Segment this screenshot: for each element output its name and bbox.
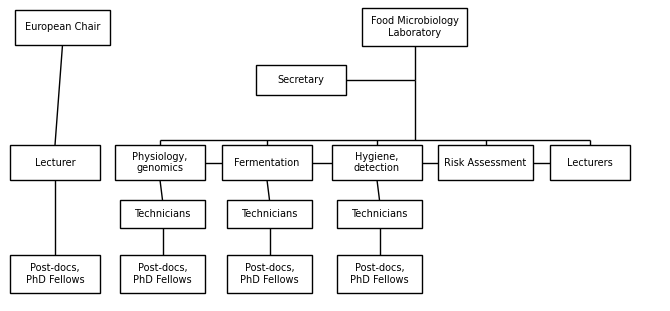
Text: Lecturer: Lecturer (35, 157, 75, 168)
Text: Food Microbiology
Laboratory: Food Microbiology Laboratory (371, 16, 458, 38)
Text: Post-docs,
PhD Fellows: Post-docs, PhD Fellows (25, 263, 84, 285)
Bar (256, 65, 346, 95)
Bar (120, 255, 205, 293)
Text: Technicians: Technicians (241, 209, 297, 219)
Text: Post-docs,
PhD Fellows: Post-docs, PhD Fellows (240, 263, 299, 285)
Bar (222, 145, 312, 180)
Text: Risk Assessment: Risk Assessment (444, 157, 527, 168)
Text: Lecturers: Lecturers (567, 157, 613, 168)
Bar (550, 145, 630, 180)
Bar (10, 145, 100, 180)
Text: Technicians: Technicians (351, 209, 407, 219)
Bar (115, 145, 205, 180)
Text: Post-docs,
PhD Fellows: Post-docs, PhD Fellows (133, 263, 192, 285)
Text: Hygiene,
detection: Hygiene, detection (354, 152, 400, 173)
Bar (15, 10, 110, 45)
Text: Technicians: Technicians (134, 209, 191, 219)
Text: European Chair: European Chair (25, 22, 100, 33)
Bar (337, 200, 422, 228)
Bar (332, 145, 422, 180)
Text: Physiology,
genomics: Physiology, genomics (132, 152, 188, 173)
Text: Post-docs,
PhD Fellows: Post-docs, PhD Fellows (350, 263, 409, 285)
Bar (10, 255, 100, 293)
Text: Secretary: Secretary (277, 75, 324, 85)
Bar (120, 200, 205, 228)
Bar (227, 255, 312, 293)
Bar (438, 145, 533, 180)
Bar (337, 255, 422, 293)
Bar (227, 200, 312, 228)
Text: Fermentation: Fermentation (234, 157, 299, 168)
Bar (362, 8, 467, 46)
